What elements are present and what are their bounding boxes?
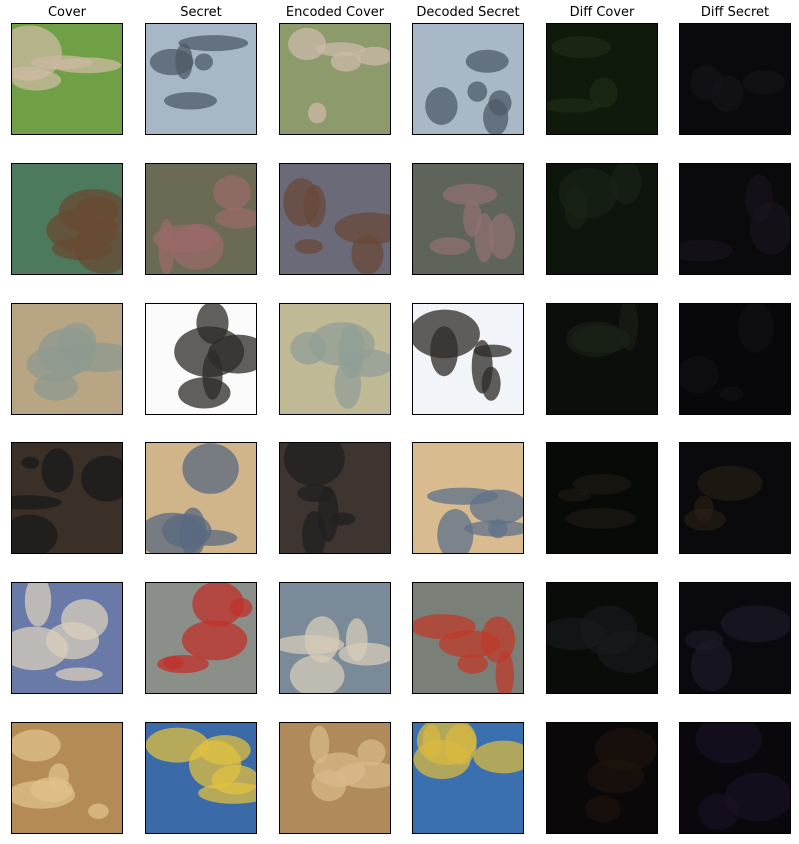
diff-cover-image-row-6 (546, 722, 658, 834)
column-title-encoded-cover: Encoded Cover (285, 5, 385, 20)
diff-cover-image-row-2 (546, 163, 658, 275)
diff-cover-image-row-5 (546, 582, 658, 694)
diff-secret-image-row-3 (679, 303, 791, 415)
diff-cover-image-row-4 (546, 442, 658, 554)
column-title-diff-secret: Diff Secret (700, 5, 770, 20)
diff-secret-image-row-5 (679, 582, 791, 694)
diff-secret-image-row-4 (679, 442, 791, 554)
decoded-secret-image-row-5 (412, 582, 524, 694)
decoded-secret-image-row-2 (412, 163, 524, 275)
diff-secret-image-row-1 (679, 23, 791, 135)
encoded-cover-image-row-6 (279, 722, 391, 834)
secret-image-row-4 (145, 442, 257, 554)
column-title-diff-cover: Diff Cover (569, 5, 635, 20)
column-title-cover: Cover (47, 5, 87, 20)
secret-image-row-5 (145, 582, 257, 694)
secret-image-row-3 (145, 303, 257, 415)
encoded-cover-image-row-4 (279, 442, 391, 554)
secret-image-row-2 (145, 163, 257, 275)
encoded-cover-image-row-5 (279, 582, 391, 694)
encoded-cover-image-row-2 (279, 163, 391, 275)
column-title-secret: Secret (180, 5, 222, 20)
cover-image-row-2 (11, 163, 123, 275)
decoded-secret-image-row-4 (412, 442, 524, 554)
cover-image-row-1 (11, 23, 123, 135)
diff-cover-image-row-3 (546, 303, 658, 415)
cover-image-row-3 (11, 303, 123, 415)
diff-secret-image-row-2 (679, 163, 791, 275)
secret-image-row-6 (145, 722, 257, 834)
cover-image-row-5 (11, 582, 123, 694)
decoded-secret-image-row-1 (412, 23, 524, 135)
cover-image-row-6 (11, 722, 123, 834)
secret-image-row-1 (145, 23, 257, 135)
diff-secret-image-row-6 (679, 722, 791, 834)
encoded-cover-image-row-3 (279, 303, 391, 415)
diff-cover-image-row-1 (546, 23, 658, 135)
column-title-decoded-secret: Decoded Secret (416, 5, 520, 20)
encoded-cover-image-row-1 (279, 23, 391, 135)
cover-image-row-4 (11, 442, 123, 554)
decoded-secret-image-row-3 (412, 303, 524, 415)
decoded-secret-image-row-6 (412, 722, 524, 834)
